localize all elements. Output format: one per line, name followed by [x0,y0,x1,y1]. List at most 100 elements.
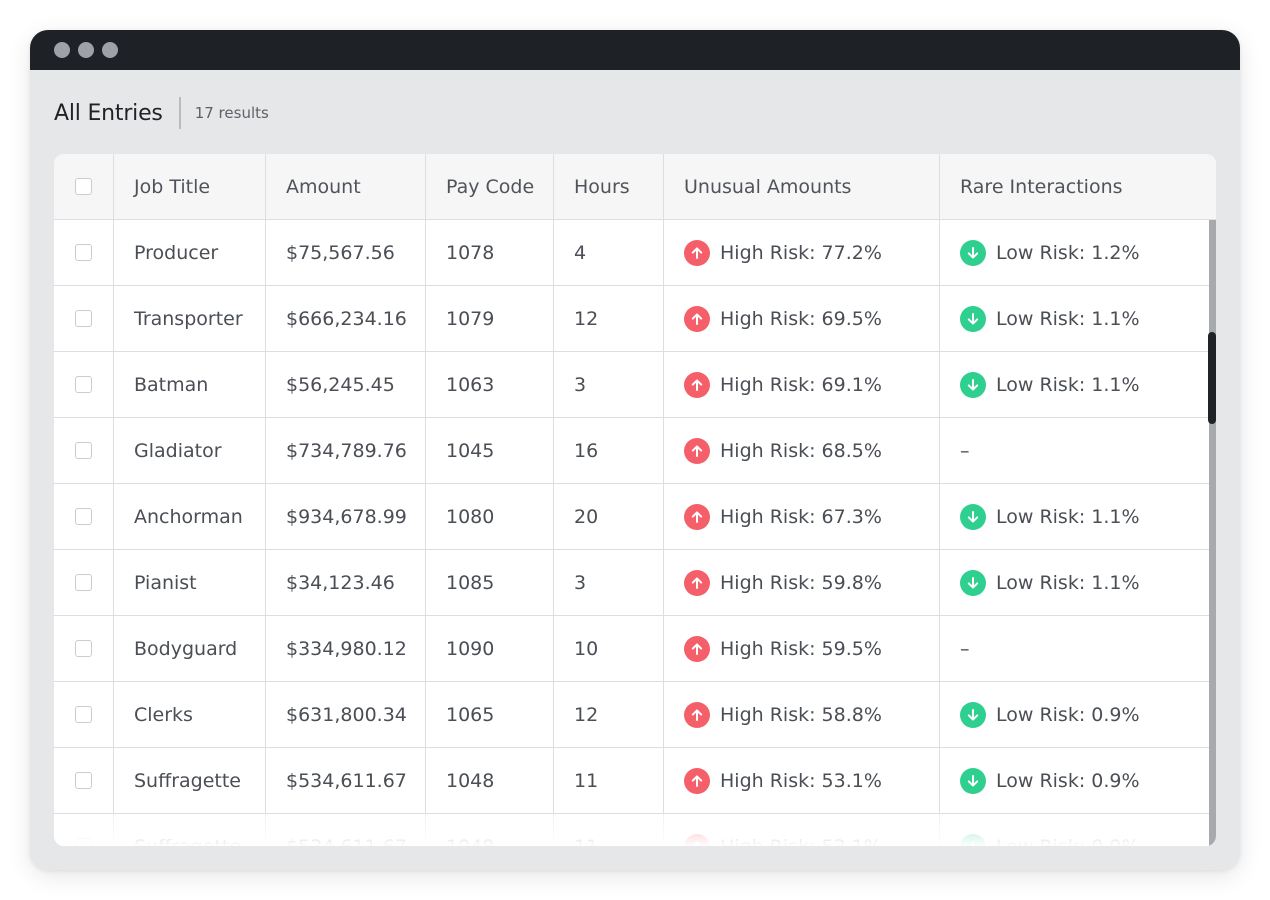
arrow-down-icon [960,371,986,398]
column-header-rare-interactions[interactable]: Rare Interactions [960,175,1123,198]
row-checkbox[interactable] [75,706,92,723]
arrow-up-icon [684,437,710,464]
pay-code-cell: 1063 [426,352,554,417]
unusual-amounts-label: High Risk: 67.3% [720,505,882,528]
table-row[interactable]: Suffragette $534,611.67 1048 11 High Ris… [54,814,1209,846]
unusual-amounts-label: High Risk: 77.2% [720,241,882,264]
pay-code-cell: 1045 [426,418,554,483]
pay-code-cell: 1090 [426,616,554,681]
table-header-row: Job Title Amount Pay Code Hours Unusual … [54,154,1216,220]
window-control-maximize[interactable] [102,42,118,58]
header-divider [178,97,181,129]
row-checkbox[interactable] [75,838,92,846]
table-row[interactable]: Anchorman $934,678.99 1080 20 High Risk:… [54,484,1209,550]
scrollbar-thumb[interactable] [1208,332,1216,424]
table-row[interactable]: Clerks $631,800.34 1065 12 High Risk: 58… [54,682,1209,748]
column-header-pay-code[interactable]: Pay Code [426,154,554,219]
hours-cell: 12 [554,286,664,351]
row-select-cell [54,550,114,615]
row-checkbox[interactable] [75,442,92,459]
amount-cell: $56,245.45 [266,352,426,417]
rare-interactions-cell: Low Risk: 1.2% [940,220,1209,285]
unusual-amounts-label: High Risk: 58.8% [720,703,882,726]
row-checkbox[interactable] [75,310,92,327]
arrow-down-icon [960,503,986,530]
row-select-cell [54,352,114,417]
rare-interactions-label: Low Risk: 1.1% [996,571,1140,594]
job-title-cell: Clerks [114,682,266,747]
entries-table: Job Title Amount Pay Code Hours Unusual … [54,154,1216,846]
arrow-down-icon [960,767,986,794]
app-window: All Entries 17 results Job Title Amount … [30,30,1240,870]
header-select-cell [54,154,114,219]
arrow-down-icon [960,833,986,846]
row-checkbox[interactable] [75,244,92,261]
rare-interactions-label: Low Risk: 0.9% [996,703,1140,726]
page-header: All Entries 17 results [54,96,269,130]
table-row[interactable]: Producer $75,567.56 1078 4 High Risk: 77… [54,220,1209,286]
scrollbar-track[interactable] [1209,220,1216,846]
rare-interactions-label: Low Risk: 0.9% [996,769,1140,792]
hours-cell: 12 [554,682,664,747]
arrow-up-icon [684,569,710,596]
table-row[interactable]: Pianist $34,123.46 1085 3 High Risk: 59.… [54,550,1209,616]
pay-code-cell: 1079 [426,286,554,351]
arrow-up-icon [684,635,710,662]
row-select-cell [54,814,114,846]
window-control-close[interactable] [54,42,70,58]
arrow-up-icon [684,503,710,530]
row-select-cell [54,748,114,813]
pay-code-cell: 1080 [426,484,554,549]
pay-code-cell: 1048 [426,814,554,846]
table-row[interactable]: Bodyguard $334,980.12 1090 10 High Risk:… [54,616,1209,682]
unusual-amounts-label: High Risk: 69.1% [720,373,882,396]
arrow-up-icon [684,701,710,728]
row-checkbox[interactable] [75,574,92,591]
hours-cell: 10 [554,616,664,681]
rare-interactions-cell: Low Risk: 1.1% [940,550,1209,615]
unusual-amounts-label: High Risk: 69.5% [720,307,882,330]
hours-cell: 11 [554,748,664,813]
rare-interactions-label: Low Risk: 1.1% [996,373,1140,396]
row-select-cell [54,220,114,285]
unusual-amounts-cell: High Risk: 58.8% [664,682,940,747]
row-checkbox[interactable] [75,640,92,657]
row-checkbox[interactable] [75,376,92,393]
row-select-cell [54,682,114,747]
pay-code-cell: 1048 [426,748,554,813]
page-title: All Entries [54,100,163,126]
arrow-up-icon [684,371,710,398]
hours-cell: 11 [554,814,664,846]
table-row[interactable]: Gladiator $734,789.76 1045 16 High Risk:… [54,418,1209,484]
amount-cell: $334,980.12 [266,616,426,681]
job-title-cell: Batman [114,352,266,417]
column-header-hours[interactable]: Hours [554,154,664,219]
rare-interactions-label: Low Risk: 1.1% [996,307,1140,330]
table-row[interactable]: Suffragette $534,611.67 1048 11 High Ris… [54,748,1209,814]
unusual-amounts-label: High Risk: 59.5% [720,637,882,660]
rare-interactions-cell: Low Risk: 0.9% [940,814,1209,846]
unusual-amounts-label: High Risk: 53.1% [720,836,882,847]
unusual-amounts-cell: High Risk: 69.1% [664,352,940,417]
column-header-unusual-amounts[interactable]: Unusual Amounts [664,154,940,219]
job-title-cell: Suffragette [114,814,266,846]
select-all-checkbox[interactable] [75,178,92,195]
column-header-amount[interactable]: Amount [266,154,426,219]
job-title-cell: Producer [114,220,266,285]
unusual-amounts-cell: High Risk: 59.8% [664,550,940,615]
column-header-job-title[interactable]: Job Title [114,154,266,219]
rare-interactions-label: – [960,439,970,462]
row-select-cell [54,286,114,351]
unusual-amounts-cell: High Risk: 69.5% [664,286,940,351]
window-control-minimize[interactable] [78,42,94,58]
rare-interactions-label: Low Risk: 1.1% [996,505,1140,528]
arrow-down-icon [960,569,986,596]
table-row[interactable]: Batman $56,245.45 1063 3 High Risk: 69.1… [54,352,1209,418]
hours-cell: 3 [554,352,664,417]
table-row[interactable]: Transporter $666,234.16 1079 12 High Ris… [54,286,1209,352]
amount-cell: $534,611.67 [266,814,426,846]
row-checkbox[interactable] [75,508,92,525]
row-checkbox[interactable] [75,772,92,789]
pay-code-cell: 1065 [426,682,554,747]
arrow-down-icon [960,239,986,266]
